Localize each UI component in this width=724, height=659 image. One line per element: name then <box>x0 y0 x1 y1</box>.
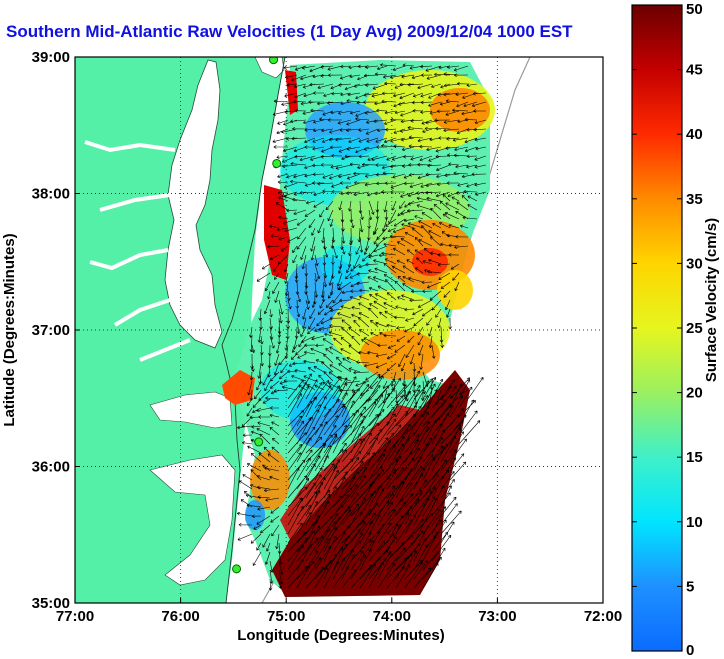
x-tick-label: 73:00 <box>478 608 516 625</box>
pamlico-sound <box>149 454 236 586</box>
velocity-blob-orange-northeast <box>430 88 490 132</box>
colorbar-tick-label: 40 <box>686 126 703 143</box>
colorbar-tick-label: 5 <box>686 578 694 595</box>
colorbar-tick-label: 50 <box>686 1 703 18</box>
x-axis-label: Longitude (Degrees:Minutes) <box>237 627 445 644</box>
colorbar-tick-label: 45 <box>686 62 703 79</box>
y-tick-label: 38:00 <box>32 186 70 203</box>
map-title: Southern Mid-Atlantic Raw Velocities (1 … <box>6 22 573 41</box>
delmarva-peninsula <box>180 57 285 345</box>
albemarle-sound <box>149 391 233 429</box>
station-marker <box>272 158 282 168</box>
velocity-strip-red-coastal <box>264 185 290 280</box>
coastline <box>221 57 286 603</box>
velocity-strip-red-delaware <box>285 70 298 115</box>
colorbar-tick-label: 35 <box>686 191 703 208</box>
colorbar-tick-label: 30 <box>686 255 703 272</box>
velocity-blob-orange-center <box>360 330 440 380</box>
colorbar-tick-label: 20 <box>686 385 703 402</box>
longitude-ticks: 77:00 76:00 75:00 74:00 73:00 72:00 <box>56 598 622 625</box>
radar-stations <box>232 57 282 574</box>
colorbar <box>631 4 683 652</box>
x-tick-label: 75:00 <box>267 608 305 625</box>
station-marker <box>269 57 279 65</box>
latitude-ticks: 35:00 36:00 37:00 38:00 39:00 <box>32 49 80 612</box>
y-axis-label: Latitude (Degrees:Minutes) <box>1 233 18 426</box>
y-tick-label: 36:00 <box>32 459 70 476</box>
y-tick-label: 37:00 <box>32 322 70 339</box>
tributaries <box>84 140 191 362</box>
colorbar-ticks: 0 5 10 15 20 25 30 35 40 45 50 <box>632 1 703 659</box>
map-grid <box>75 57 603 603</box>
velocity-hotspot-capehatteras <box>222 370 255 405</box>
station-marker <box>254 437 264 447</box>
y-tick-label: 39:00 <box>32 49 70 66</box>
colorbar-tick-label: 0 <box>686 642 694 659</box>
x-tick-label: 77:00 <box>56 608 94 625</box>
colorbar-tick-label: 15 <box>686 449 703 466</box>
chesapeake-bay <box>164 59 223 349</box>
y-tick-label: 35:00 <box>32 595 70 612</box>
x-tick-label: 76:00 <box>161 608 199 625</box>
colorbar-label: Surface Velocity (cm/s) <box>703 218 720 382</box>
colorbar-tick-label: 10 <box>686 514 703 531</box>
vector-arrows <box>236 63 487 591</box>
velocity-field <box>222 60 495 597</box>
colorbar-tick-label: 25 <box>686 320 703 337</box>
velocity-vectors <box>236 63 487 591</box>
x-tick-label: 74:00 <box>373 608 411 625</box>
station-marker <box>232 564 242 574</box>
x-tick-label: 72:00 <box>584 608 622 625</box>
